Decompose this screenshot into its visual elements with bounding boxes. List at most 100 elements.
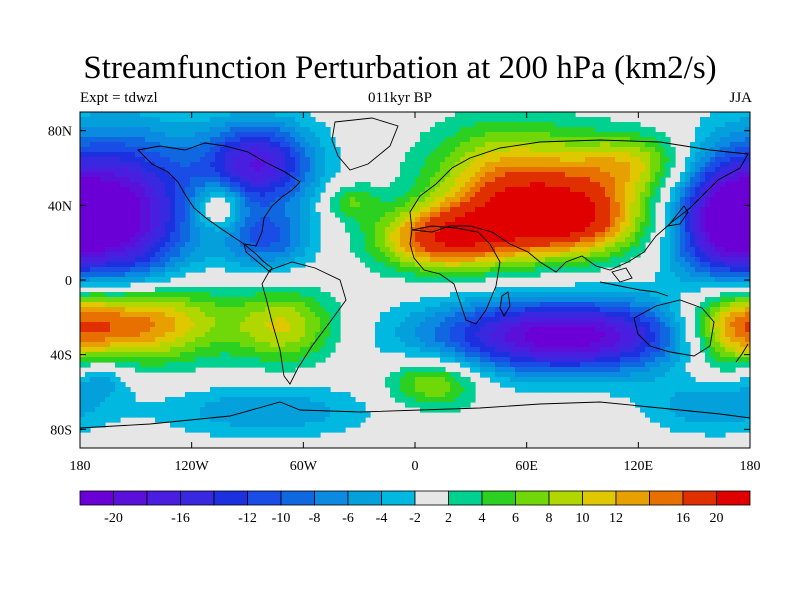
field-cell	[500, 317, 506, 323]
field-cell	[180, 247, 186, 253]
field-cell	[430, 317, 436, 323]
field-cell	[135, 267, 141, 273]
field-cell	[690, 187, 696, 193]
field-cell	[485, 147, 491, 153]
field-cell	[280, 167, 286, 173]
field-cell	[540, 217, 546, 223]
field-cell	[445, 247, 451, 253]
field-cell	[235, 227, 241, 233]
field-cell	[705, 317, 711, 323]
field-cell	[485, 297, 491, 303]
field-cell	[200, 187, 206, 193]
field-cell	[585, 162, 591, 168]
field-cell	[390, 322, 396, 328]
field-cell	[435, 312, 441, 318]
field-cell	[295, 147, 301, 153]
field-cell	[220, 177, 226, 183]
field-cell	[505, 142, 511, 148]
field-cell	[105, 132, 111, 138]
field-cell	[580, 212, 586, 218]
field-cell	[220, 192, 226, 198]
field-cell	[605, 252, 611, 258]
field-cell	[630, 132, 636, 138]
field-cell	[710, 122, 716, 128]
field-cell	[240, 112, 246, 118]
field-cell	[505, 272, 511, 278]
field-cell	[710, 232, 716, 238]
field-cell	[265, 317, 271, 323]
field-cell	[100, 127, 106, 133]
field-cell	[745, 137, 750, 143]
field-cell	[90, 127, 96, 133]
field-cell	[445, 197, 451, 203]
field-cell	[170, 142, 176, 148]
field-cell	[635, 182, 641, 188]
field-cell	[80, 152, 86, 158]
field-cell	[170, 312, 176, 318]
field-cell	[430, 132, 436, 138]
field-cell	[335, 302, 341, 308]
field-cell	[545, 122, 551, 128]
field-cell	[665, 292, 671, 298]
field-cell	[480, 317, 486, 323]
field-cell	[645, 192, 651, 198]
field-cell	[540, 112, 546, 118]
field-cell	[480, 147, 486, 153]
field-cell	[225, 327, 231, 333]
field-cell	[160, 292, 166, 298]
field-cell	[575, 202, 581, 208]
field-cell	[250, 212, 256, 218]
field-cell	[665, 247, 671, 253]
field-cell	[595, 122, 601, 128]
field-cell	[180, 322, 186, 328]
field-cell	[320, 137, 326, 143]
field-cell	[260, 302, 266, 308]
field-cell	[400, 172, 406, 178]
field-cell	[85, 252, 91, 258]
field-cell	[590, 152, 596, 158]
field-cell	[735, 322, 741, 328]
field-cell	[500, 217, 506, 223]
field-cell	[610, 202, 616, 208]
field-cell	[615, 167, 621, 173]
field-cell	[525, 242, 531, 248]
field-cell	[485, 202, 491, 208]
field-cell	[720, 182, 726, 188]
field-cell	[155, 112, 161, 118]
field-cell	[155, 212, 161, 218]
field-cell	[120, 167, 126, 173]
field-cell	[705, 207, 711, 213]
field-cell	[180, 142, 186, 148]
field-cell	[110, 277, 116, 283]
field-cell	[485, 182, 491, 188]
field-cell	[610, 132, 616, 138]
field-cell	[700, 262, 706, 268]
field-cell	[585, 192, 591, 198]
field-cell	[100, 257, 106, 263]
field-cell	[650, 137, 656, 143]
field-cell	[725, 227, 731, 233]
field-cell	[305, 172, 311, 178]
field-cell	[135, 317, 141, 323]
field-cell	[285, 252, 291, 258]
field-cell	[480, 297, 486, 303]
field-cell	[250, 227, 256, 233]
field-cell	[360, 212, 366, 218]
field-cell	[740, 277, 746, 283]
field-cell	[620, 327, 626, 333]
field-cell	[445, 307, 451, 313]
field-cell	[280, 182, 286, 188]
field-cell	[90, 217, 96, 223]
field-cell	[545, 217, 551, 223]
field-cell	[165, 332, 171, 338]
field-cell	[535, 157, 541, 163]
field-cell	[745, 252, 750, 258]
field-cell	[600, 217, 606, 223]
field-cell	[420, 242, 426, 248]
field-cell	[660, 157, 666, 163]
field-cell	[195, 267, 201, 273]
field-cell	[150, 152, 156, 158]
field-cell	[120, 302, 126, 308]
field-cell	[380, 197, 386, 203]
field-cell	[595, 317, 601, 323]
